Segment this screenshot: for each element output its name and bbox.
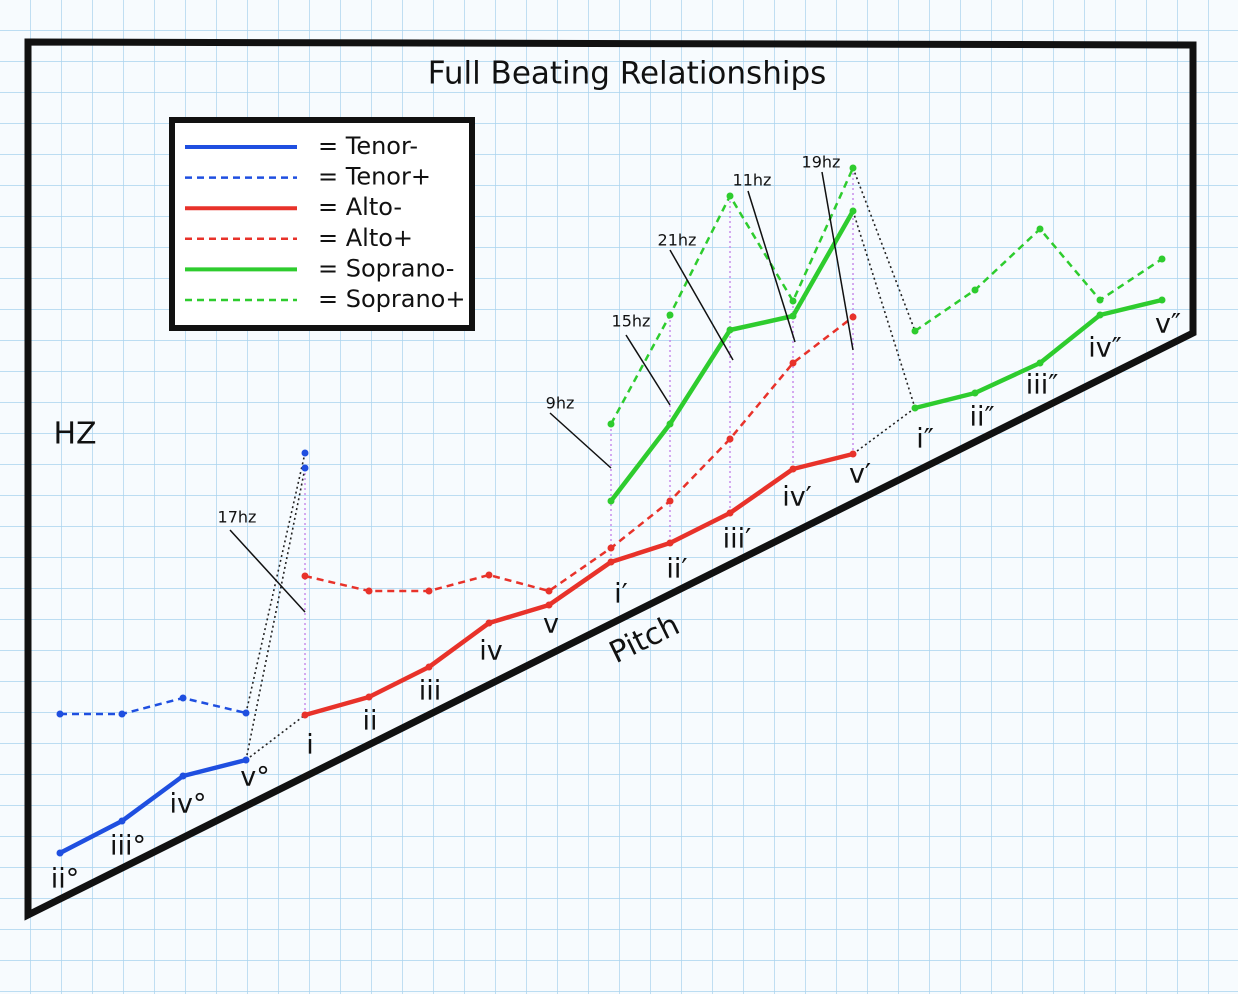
beat-label: 15hz [612,312,651,331]
voice-point [849,164,857,172]
voice-line [60,696,247,716]
note-label: ii″ [969,402,994,433]
voice-point [242,709,250,717]
voice-point [301,464,309,472]
note-label: iii [419,676,442,707]
legend-label: = Tenor+ [318,163,431,191]
note-label: ii° [51,864,80,895]
voice-point [118,817,126,825]
voice-point [425,663,433,671]
voice-point [789,297,797,305]
beat-leader [549,412,612,469]
voice-point [789,312,797,320]
note-label: v″ [1155,309,1181,340]
voice-point [726,435,734,443]
voice-point [179,772,187,780]
note-label: ii′ [666,554,687,585]
beat-label: 9hz [546,394,575,413]
voice-point [607,558,615,566]
note-label: iv′ [782,482,812,513]
voice-point [1096,311,1104,319]
voice-point [1096,296,1104,304]
beat-label: 19hz [802,153,841,172]
voice-point [726,509,734,517]
voice-point [301,572,309,580]
voice-point [118,710,126,718]
voice-point [242,756,250,764]
note-label: v′ [849,459,871,490]
beat-label: 21hz [658,231,697,250]
voice-point [666,497,674,505]
voice-point [1158,255,1166,263]
beat-label: 11hz [733,171,772,190]
note-label: iv° [170,789,207,820]
note-label: ii [362,706,377,737]
note-label: i″ [916,424,934,455]
voice-point [425,587,433,595]
beat-leader [625,334,671,406]
voice-point [666,539,674,547]
note-label: v [543,609,559,640]
note-label: iii″ [1026,370,1059,401]
voice-point [849,207,857,215]
voice-point [607,544,615,552]
voice-point [1158,296,1166,304]
note-label: i [306,730,314,761]
voice-point [849,313,857,321]
connector [245,714,306,761]
voice-point [607,420,615,428]
legend-label: = Soprano+ [318,285,465,313]
beat-leader [229,529,306,613]
voice-point [971,389,979,397]
note-label: iv [479,636,503,667]
voice-point [911,404,919,412]
voice-line [304,451,854,718]
frame [24,38,1197,921]
voice-point [56,710,64,718]
y-axis-label: HZ [53,417,96,452]
legend-label: = Alto+ [318,224,413,252]
connector [852,167,916,332]
note-label: iii′ [723,524,752,555]
voice-point [1036,225,1044,233]
voice-point [1036,359,1044,367]
voice-point [301,711,309,719]
voice-point [911,327,919,335]
note-label: iv″ [1088,333,1122,364]
voice-point [789,465,797,473]
voice-point [849,450,857,458]
legend-label: = Soprano- [318,254,454,282]
voice-point [545,587,553,595]
note-label: v° [240,762,269,793]
voice-point [56,849,64,857]
note-label: i′ [614,579,628,610]
beat-leader [821,171,854,351]
voice-point [726,326,734,334]
voice-point [971,286,979,294]
voice-point [607,497,615,505]
voice-point [726,192,734,200]
voice-point [365,587,373,595]
legend-box [169,117,475,331]
beat-label: 17hz [218,508,257,527]
voice-point [301,449,309,457]
voice-point [666,311,674,319]
legend-label: = Tenor- [318,132,418,160]
drawing: = Tenor- = Tenor+= Alto- = Alto+= Soprano-… [51,132,1181,895]
voice-point [545,601,553,609]
voice-point [365,693,373,701]
beat-leader [669,249,734,361]
beat-leader [747,190,796,343]
voice-point [789,359,797,367]
voice-point [666,420,674,428]
voice-point [179,694,187,702]
note-label: iii° [110,831,146,862]
legend-label: = Alto- [318,193,402,221]
title: Full Beating Relationships [428,56,827,92]
voice-point [485,619,493,627]
voice-line [58,757,247,855]
voice-point [485,571,493,579]
